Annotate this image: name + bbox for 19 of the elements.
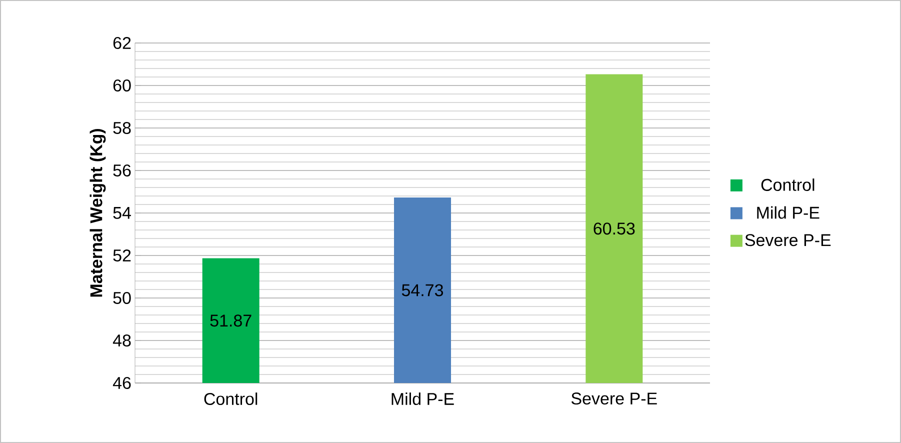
- y-tick-label: 52: [113, 249, 131, 262]
- legend-label: Control: [761, 178, 814, 191]
- y-tick-label: 48: [112, 334, 131, 347]
- x-tick-label: Mild P-E: [392, 392, 454, 406]
- y-tick-label: 56: [113, 164, 131, 177]
- y-tick-label: 46: [112, 376, 131, 390]
- data-label: 60.53: [594, 222, 635, 235]
- y-tick-label: 54: [113, 207, 131, 219]
- y-tick-label: 62: [113, 36, 131, 50]
- y-tick-label: 60: [113, 79, 131, 92]
- y-tick-label: 58: [113, 122, 131, 134]
- data-label: 54.73: [402, 284, 444, 296]
- legend-label: Severe P-E: [745, 234, 831, 246]
- y-axis-title: Maternal Weight (Kg): [90, 129, 106, 297]
- x-tick-label: Control: [204, 392, 258, 406]
- legend-label: Mild P-E: [757, 206, 820, 219]
- y-tick-label: 50: [113, 292, 131, 304]
- data-label: 51.87: [210, 314, 252, 327]
- x-tick-label: Severe P-E: [571, 392, 657, 405]
